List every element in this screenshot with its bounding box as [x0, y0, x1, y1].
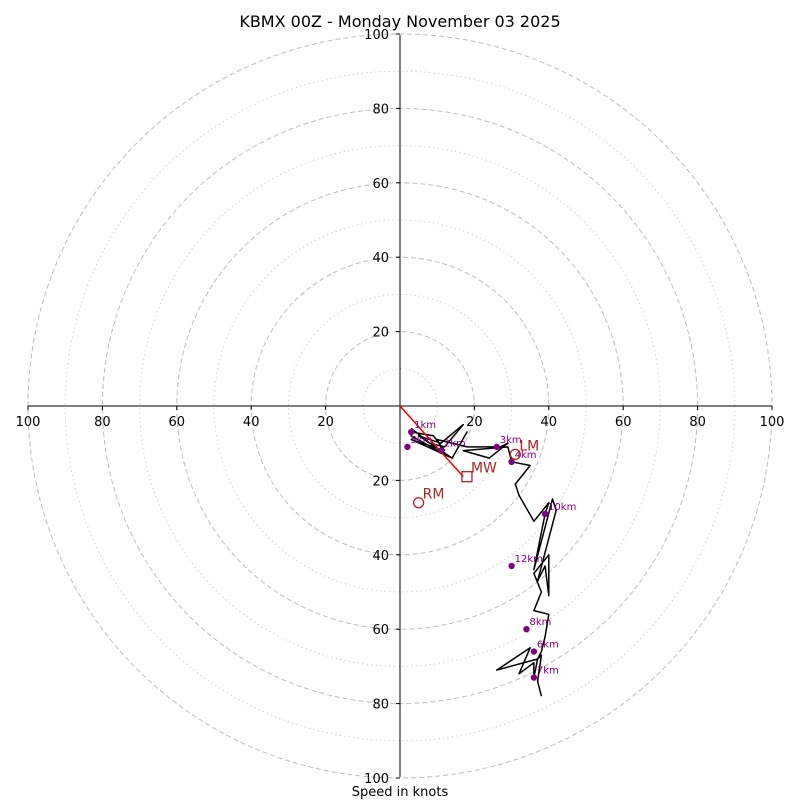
height-label-4km: 4km [515, 450, 537, 461]
chart-title: KBMX 00Z - Monday November 03 2025 [239, 12, 560, 31]
axis-ticks: 100 80 60 40 20 20 40 60 80 100 100 80 60 40 20 20 40 60 8… [16, 28, 785, 787]
x-tick-label: 40 [541, 415, 558, 430]
y-tick-label: 60 [372, 623, 389, 638]
height-marker-8km [523, 626, 530, 633]
x-tick-label: 100 [760, 415, 785, 430]
storm-motions: LM RM MW [412, 438, 539, 509]
motion-label-RM: RM [423, 487, 445, 503]
x-tick-label: 60 [615, 415, 632, 430]
y-tick-label: 20 [372, 474, 389, 489]
x-tick-label: 100 [16, 415, 41, 430]
height-marker-5km [404, 443, 411, 451]
x-tick-label: 80 [94, 415, 111, 430]
y-tick-label: 100 [364, 28, 389, 43]
height-marker-2km [437, 447, 445, 454]
hodograph-line [410, 423, 557, 697]
shear-vector [399, 405, 464, 478]
height-label-2km: 2km [444, 439, 466, 450]
x-tick-label: 40 [243, 415, 260, 430]
y-tick-label: 60 [372, 177, 389, 192]
motion-marker-MW [461, 471, 473, 483]
height-label-12km: 12km [515, 554, 543, 565]
y-tick-label: 80 [372, 698, 389, 713]
height-label-8km: 8km [529, 617, 551, 628]
hodograph-trace [399, 405, 557, 697]
x-tick-label: 20 [466, 415, 483, 430]
height-label-3km: 3km [500, 435, 522, 446]
y-tick-label: 40 [372, 549, 389, 564]
x-tick-label: 80 [689, 415, 706, 430]
height-marker-4km [508, 458, 515, 465]
motion-label-MW: MW [471, 461, 497, 477]
y-tick-label: 100 [364, 772, 389, 787]
height-label-7km: 7km [537, 666, 559, 677]
height-marker-10km [541, 510, 549, 518]
height-marker-6km [530, 648, 538, 655]
motion-marker-LM [509, 448, 521, 461]
height-label-5km: 5km [410, 435, 432, 446]
height-marker-7km [530, 674, 538, 681]
x-axis-label: Speed in knots [352, 785, 449, 800]
height-marker-1km [407, 428, 415, 436]
y-tick-label: 40 [372, 251, 389, 266]
x-tick-label: 20 [317, 415, 334, 430]
height-marker-12km [508, 562, 515, 570]
motion-marker-RM [412, 497, 425, 509]
height-marker-3km [493, 443, 500, 451]
height-label-6km: 6km [537, 640, 559, 651]
height-label-10km: 10km [548, 502, 576, 513]
y-tick-label: 80 [372, 102, 389, 117]
height-label-1km: 1km [414, 420, 436, 431]
motion-label-LM: LM [519, 438, 539, 454]
x-tick-label: 60 [169, 415, 186, 430]
y-tick-label: 20 [372, 326, 389, 341]
height-markers: 1km 2km 3km 4km 5km 6km 7km 8km 10km 12km [404, 420, 576, 681]
